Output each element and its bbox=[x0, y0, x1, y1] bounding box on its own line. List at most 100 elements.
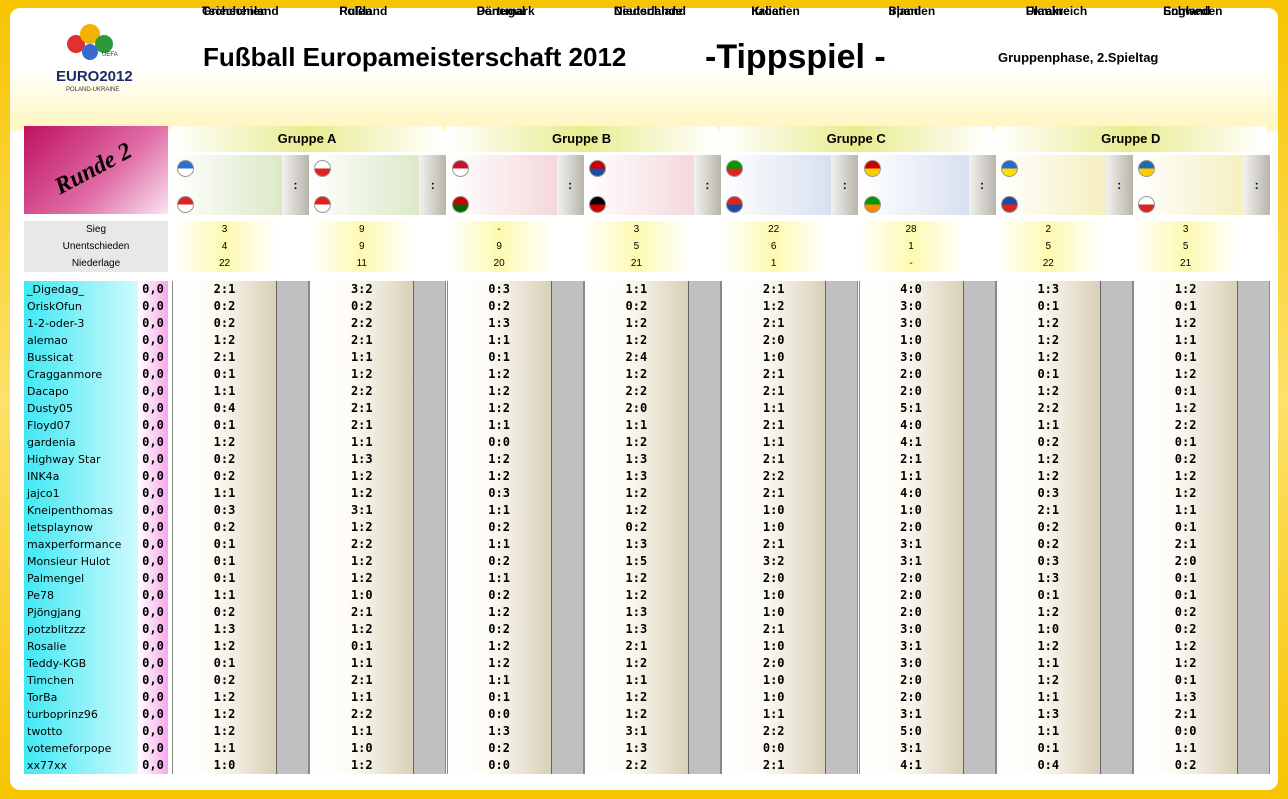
tip: 0:0 bbox=[488, 435, 510, 449]
tip: 1:1 bbox=[213, 486, 236, 500]
tip: 2:0 bbox=[762, 571, 785, 585]
tip: 1:1 bbox=[350, 350, 373, 364]
tip: 2:2 bbox=[1037, 401, 1060, 415]
group-header: Gruppe A bbox=[172, 126, 442, 152]
tip: 3:0 bbox=[900, 656, 922, 670]
tip: 0:2 bbox=[1174, 622, 1197, 636]
tip: 0:1 bbox=[488, 350, 510, 364]
separator: : bbox=[282, 155, 309, 215]
tip: 1:2 bbox=[625, 656, 648, 670]
logo-brand: EURO2012 bbox=[56, 68, 133, 85]
group-header: Gruppe C bbox=[721, 126, 992, 152]
tip: 1:2 bbox=[213, 707, 236, 721]
player-points: 0,0 bbox=[142, 707, 164, 721]
tip: 0:2 bbox=[213, 299, 236, 313]
tip-column bbox=[172, 281, 277, 774]
tip: 2:2 bbox=[350, 707, 373, 721]
tip: 3:0 bbox=[900, 622, 922, 636]
tip: 1:1 bbox=[900, 469, 922, 483]
tip: 1:2 bbox=[488, 401, 510, 415]
tip: 1:5 bbox=[625, 554, 648, 568]
tip: 0:1 bbox=[1174, 673, 1197, 687]
player-points: 0,0 bbox=[142, 741, 164, 755]
player-name: alemao bbox=[27, 334, 68, 347]
separator: : bbox=[1105, 155, 1133, 215]
tip-spacer bbox=[414, 281, 447, 774]
tip: 1:2 bbox=[625, 435, 648, 449]
player-points: 0,0 bbox=[142, 724, 164, 738]
tip: 0:2 bbox=[1174, 452, 1197, 466]
stat-value: 3 bbox=[1133, 221, 1239, 238]
team-name: Irland bbox=[888, 4, 922, 18]
tip-spacer bbox=[551, 281, 584, 774]
tip: 1:0 bbox=[762, 673, 785, 687]
stat-value: 5 bbox=[995, 238, 1101, 255]
tip: 0:0 bbox=[762, 741, 785, 755]
tip: 1:0 bbox=[900, 333, 922, 347]
team-name: England bbox=[1163, 4, 1211, 18]
tip: 0:2 bbox=[488, 299, 510, 313]
player-name: Palmengel bbox=[27, 572, 85, 585]
tip-column bbox=[583, 281, 689, 774]
tip: 2:1 bbox=[762, 367, 785, 381]
stat-value: 9 bbox=[309, 221, 415, 238]
team-name: Ukraine bbox=[1025, 4, 1070, 18]
tip: 1:2 bbox=[350, 622, 373, 636]
player-points: 0,0 bbox=[142, 418, 164, 432]
tip: 1:1 bbox=[762, 401, 785, 415]
stat-value: 5 bbox=[1133, 238, 1239, 255]
flag bbox=[177, 160, 194, 177]
logo-org: UEFA bbox=[102, 52, 118, 58]
tip: 1:3 bbox=[625, 469, 648, 483]
tip: 1:0 bbox=[762, 588, 785, 602]
tip: 2:1 bbox=[762, 486, 785, 500]
tip: 0:2 bbox=[625, 520, 648, 534]
tip: 2:1 bbox=[900, 452, 922, 466]
player-name: maxperformance bbox=[27, 538, 122, 551]
tip: 2:1 bbox=[625, 639, 648, 653]
separator: : bbox=[968, 155, 996, 215]
stat-label: Unentschieden bbox=[62, 241, 130, 252]
tip: 0:2 bbox=[1037, 435, 1060, 449]
tip: 1:2 bbox=[1037, 384, 1060, 398]
tip: 1:1 bbox=[625, 418, 648, 432]
player-points: 0,0 bbox=[142, 571, 164, 585]
stat-value: 4 bbox=[172, 238, 277, 255]
tip: 1:0 bbox=[762, 350, 785, 364]
tip: 4:0 bbox=[900, 282, 922, 296]
tip: 0:1 bbox=[1174, 571, 1197, 585]
tip: 0:1 bbox=[1174, 299, 1197, 313]
tip: 0:1 bbox=[213, 656, 236, 670]
tip: 1:2 bbox=[350, 367, 373, 381]
player-name: _Digedag_ bbox=[27, 283, 84, 296]
stat-value: 1 bbox=[858, 238, 964, 255]
team-name: Niederlande bbox=[613, 4, 683, 18]
tip: 1:1 bbox=[488, 571, 510, 585]
tip: 0:0 bbox=[1174, 724, 1197, 738]
tip: 0:3 bbox=[213, 503, 236, 517]
tip: 2:1 bbox=[762, 418, 785, 432]
tip: 3:1 bbox=[900, 537, 922, 551]
player-points: 0,0 bbox=[142, 537, 164, 551]
tip: 1:3 bbox=[1037, 707, 1060, 721]
tip: 0:4 bbox=[213, 401, 236, 415]
flag bbox=[726, 160, 744, 177]
tip: 1:1 bbox=[488, 673, 510, 687]
tip: 0:2 bbox=[488, 554, 510, 568]
tip: 2:1 bbox=[350, 418, 373, 432]
tip: 4:1 bbox=[900, 758, 922, 772]
tip-column bbox=[309, 281, 415, 774]
team-name: Italien bbox=[751, 4, 786, 18]
tip: 3:2 bbox=[762, 554, 785, 568]
logo: UEFA EURO2012 POLAND-UKRAINE bbox=[50, 16, 133, 100]
player-points: 0,0 bbox=[142, 605, 164, 619]
tip: 1:0 bbox=[350, 741, 373, 755]
tip-spacer bbox=[277, 281, 309, 774]
player-points: 0,0 bbox=[142, 554, 164, 568]
stat-value: 9 bbox=[446, 238, 552, 255]
tip: 1:2 bbox=[1174, 486, 1197, 500]
tip: 0:1 bbox=[1174, 384, 1197, 398]
stat-label: Niederlage bbox=[71, 258, 121, 269]
tip: 1:2 bbox=[488, 384, 510, 398]
